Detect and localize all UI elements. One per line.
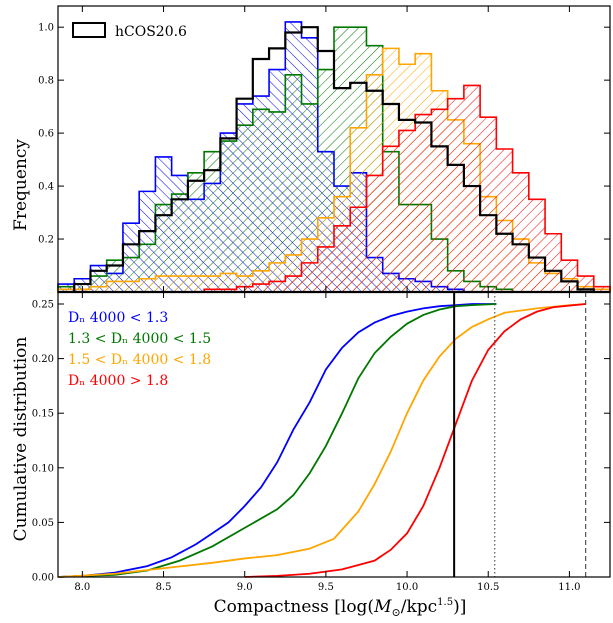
cdf-legend-label-3: Dₙ 4000 > 1.8 xyxy=(68,373,168,389)
bottom-xtick-label: 10.0 xyxy=(396,582,418,593)
bottom-ytick-label: 0.05 xyxy=(32,518,54,529)
hist-series-3 xyxy=(58,84,611,293)
top-legend: hCOS20.6 xyxy=(72,22,187,40)
bottom-ytick-label: 0.15 xyxy=(32,409,54,420)
xlabel-m: M xyxy=(373,597,392,617)
cdf-line-3 xyxy=(244,303,586,578)
cdf-legend-label-1: 1.3 < Dₙ 4000 < 1.5 xyxy=(68,331,211,347)
bottom-ytick-label: 0.10 xyxy=(32,463,54,474)
top-ytick-label: 0.2 xyxy=(38,235,54,246)
cdf-line-2 xyxy=(57,303,586,578)
bottom-legend: Dₙ 4000 < 1.3 1.3 < Dₙ 4000 < 1.5 1.5 < Dₙ… xyxy=(68,310,211,389)
hist-hatch-3 xyxy=(58,85,610,292)
legend-label-hcos: hCOS20.6 xyxy=(115,24,187,40)
cdf-legend-label-0: Dₙ 4000 < 1.3 xyxy=(68,310,168,326)
bottom-panel: 0.00 0.05 0.10 0.15 0.20 0.25 8.0 8.5 9.0 9.5 10.0… xyxy=(32,291,611,593)
cdf-line-1 xyxy=(57,303,497,578)
bottom-frame xyxy=(57,291,611,578)
top-ylabel: Frequency xyxy=(11,139,31,231)
xlabel-prefix: Compactness [log( xyxy=(214,597,374,617)
top-ytick-label: 0.4 xyxy=(38,182,54,193)
top-panel: 0.2 0.4 0.6 0.8 1.0 hCOS20.6 xyxy=(38,5,611,294)
bottom-ytick-label: 0.20 xyxy=(32,354,54,365)
bottom-ytick-label: 0.25 xyxy=(32,300,54,311)
bottom-xlabel: Compactness [log(M⊙/kpc1.5)] xyxy=(214,597,467,619)
bottom-xtick-label: 9.0 xyxy=(237,582,253,593)
xlabel-exp: 1.5 xyxy=(437,597,453,608)
hist-series-4 xyxy=(58,26,610,294)
hist-outline-3 xyxy=(58,84,611,293)
bottom-xtick-label: 11.0 xyxy=(558,582,580,593)
top-ytick-label: 0.6 xyxy=(38,129,54,140)
bottom-xtick-label: 9.5 xyxy=(318,582,334,593)
bottom-xtick-label: 8.5 xyxy=(156,582,172,593)
bottom-ytick-label: 0.00 xyxy=(32,573,54,584)
bottom-ylabel: Cumulative distribution xyxy=(11,337,31,542)
top-ytick-label: 0.8 xyxy=(38,76,54,87)
legend-swatch-hcos xyxy=(72,22,106,38)
xlabel-suffix: )] xyxy=(453,597,466,617)
hist-outline-4 xyxy=(58,26,610,294)
top-ytick-label: 1.0 xyxy=(38,23,54,34)
xlabel-sun: ⊙ xyxy=(392,606,401,619)
hist-hatch-1 xyxy=(58,27,610,293)
bottom-xtick-label: 10.5 xyxy=(477,582,499,593)
bottom-xtick-label: 8.0 xyxy=(74,582,90,593)
xlabel-mid: /kpc xyxy=(401,597,437,617)
cdf-line-0 xyxy=(57,303,497,578)
cdf-legend-label-2: 1.5 < Dₙ 4000 < 1.8 xyxy=(68,352,211,368)
